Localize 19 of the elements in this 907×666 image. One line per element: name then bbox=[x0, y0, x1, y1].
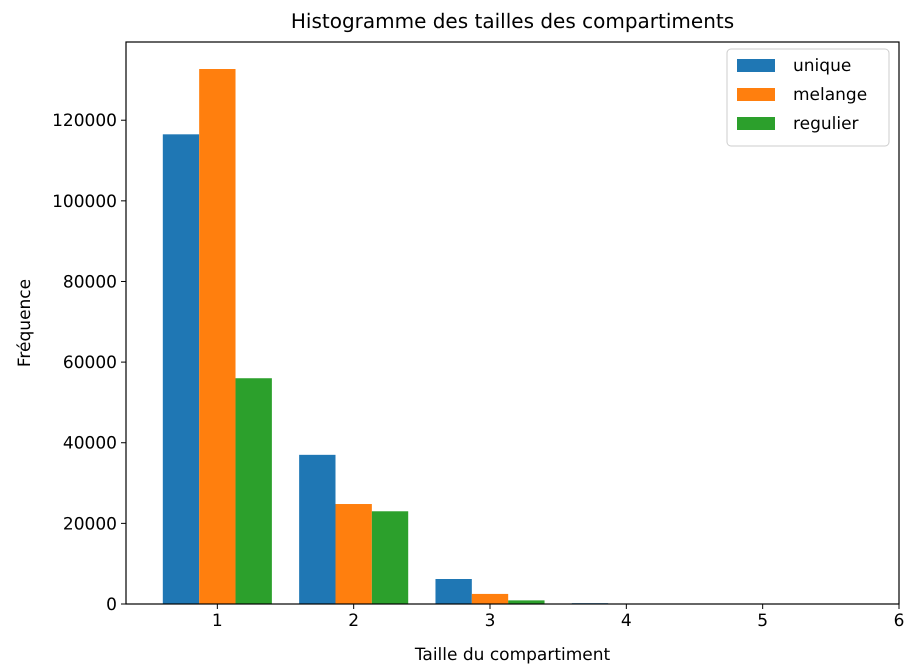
y-tick-label: 40000 bbox=[62, 434, 117, 454]
legend-label: melange bbox=[793, 85, 868, 105]
x-tick-label: 2 bbox=[348, 611, 360, 631]
y-tick-label: 80000 bbox=[62, 272, 117, 292]
x-tick-label: 4 bbox=[620, 611, 632, 631]
x-tick-label: 1 bbox=[212, 611, 223, 631]
y-tick-label: 60000 bbox=[62, 353, 117, 374]
y-tick-label: 120000 bbox=[52, 111, 117, 132]
legend-label: regulier bbox=[793, 114, 859, 134]
x-tick-label: 3 bbox=[484, 611, 496, 631]
x-tick-label: 5 bbox=[757, 611, 768, 631]
y-tick-label: 20000 bbox=[62, 514, 117, 534]
legend-label: unique bbox=[793, 56, 852, 76]
chart-title: Histogramme des tailles des compartiments bbox=[290, 9, 734, 33]
y-tick-label: 100000 bbox=[52, 192, 117, 212]
x-tick-label: 6 bbox=[894, 611, 904, 631]
y-tick-label: 0 bbox=[106, 594, 117, 615]
x-axis-title: Taille du compartiment bbox=[414, 645, 611, 665]
y-axis-title: Fréquence bbox=[15, 278, 35, 368]
